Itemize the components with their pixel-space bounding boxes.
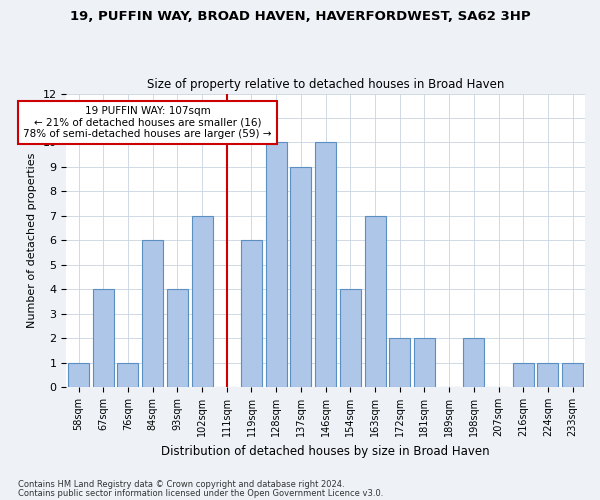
Bar <box>118 362 139 387</box>
Bar <box>513 362 534 387</box>
Y-axis label: Number of detached properties: Number of detached properties <box>27 152 37 328</box>
Bar <box>414 338 435 387</box>
Bar <box>340 289 361 387</box>
Bar <box>389 338 410 387</box>
Bar <box>562 362 583 387</box>
Bar <box>463 338 484 387</box>
Text: Contains public sector information licensed under the Open Government Licence v3: Contains public sector information licen… <box>18 488 383 498</box>
Bar <box>365 216 386 387</box>
Bar <box>68 362 89 387</box>
Bar <box>93 289 114 387</box>
X-axis label: Distribution of detached houses by size in Broad Haven: Distribution of detached houses by size … <box>161 444 490 458</box>
Text: 19 PUFFIN WAY: 107sqm
← 21% of detached houses are smaller (16)
78% of semi-deta: 19 PUFFIN WAY: 107sqm ← 21% of detached … <box>23 106 272 139</box>
Bar <box>538 362 559 387</box>
Text: Contains HM Land Registry data © Crown copyright and database right 2024.: Contains HM Land Registry data © Crown c… <box>18 480 344 489</box>
Bar <box>290 167 311 387</box>
Bar <box>142 240 163 387</box>
Bar <box>266 142 287 387</box>
Bar <box>315 142 336 387</box>
Bar <box>241 240 262 387</box>
Title: Size of property relative to detached houses in Broad Haven: Size of property relative to detached ho… <box>147 78 504 91</box>
Bar <box>167 289 188 387</box>
Text: 19, PUFFIN WAY, BROAD HAVEN, HAVERFORDWEST, SA62 3HP: 19, PUFFIN WAY, BROAD HAVEN, HAVERFORDWE… <box>70 10 530 23</box>
Bar <box>191 216 212 387</box>
